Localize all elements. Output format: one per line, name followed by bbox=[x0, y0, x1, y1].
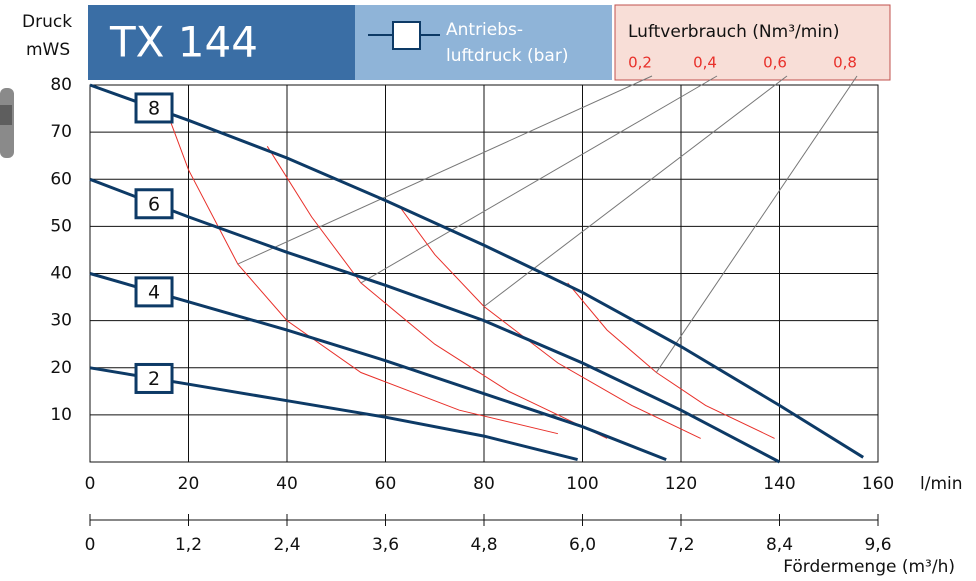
x-tick-label: 40 bbox=[276, 474, 298, 494]
legend-title: luftdruck (bar) bbox=[446, 46, 568, 66]
y-tick-label: 40 bbox=[50, 264, 72, 284]
consumption-title: Luftverbrauch (Nm³/min) bbox=[628, 22, 839, 42]
x-tick-label: 100 bbox=[566, 474, 598, 494]
y-tick-label: 80 bbox=[50, 75, 72, 95]
legend-icon bbox=[392, 21, 421, 50]
leader-line bbox=[483, 75, 788, 307]
x-tick-label: 160 bbox=[862, 474, 894, 494]
x-tick-label: 140 bbox=[763, 474, 795, 494]
consumption-label: 0,2 bbox=[628, 54, 652, 72]
series-label-box bbox=[134, 92, 174, 124]
consumption-label: 0,6 bbox=[763, 54, 787, 72]
series-label-box bbox=[134, 276, 174, 308]
y-tick-label: 30 bbox=[50, 311, 72, 331]
x2-tick-label: 8,4 bbox=[766, 535, 793, 555]
x-tick-label: 60 bbox=[375, 474, 397, 494]
y-axis-label: Druck bbox=[22, 12, 72, 32]
x-tick-label: 0 bbox=[85, 474, 96, 494]
y-tick-label: 50 bbox=[50, 216, 72, 236]
x2-tick-label: 9,6 bbox=[864, 535, 891, 555]
series-label: 8 bbox=[148, 97, 160, 119]
consumption-label: 0,4 bbox=[693, 54, 717, 72]
y-tick-label: 70 bbox=[50, 122, 72, 142]
pressure-curve bbox=[89, 272, 667, 461]
x2-axis-label: Fördermenge (m³/h) bbox=[783, 557, 955, 577]
series-label: 2 bbox=[148, 368, 160, 390]
x-tick-label: 20 bbox=[178, 474, 200, 494]
series-label: 6 bbox=[148, 193, 160, 215]
pump-icon bbox=[0, 88, 14, 158]
leader-line bbox=[655, 75, 858, 373]
x-tick-label: 80 bbox=[473, 474, 495, 494]
consumption-curve bbox=[567, 282, 775, 439]
y-tick-label: 20 bbox=[50, 358, 72, 378]
x2-tick-label: 4,8 bbox=[470, 535, 497, 555]
consumption-curve bbox=[163, 103, 559, 435]
x-tick-label: 120 bbox=[665, 474, 697, 494]
consumption-label: 0,8 bbox=[833, 54, 857, 72]
legend-title: Antriebs- bbox=[446, 20, 523, 40]
x2-tick-label: 1,2 bbox=[175, 535, 202, 555]
pressure-curve bbox=[89, 177, 781, 464]
x-axis-label: l/min bbox=[920, 474, 963, 494]
consumption-box bbox=[614, 4, 891, 81]
x2-tick-label: 0 bbox=[85, 535, 96, 555]
title-box bbox=[88, 5, 355, 80]
y-tick-label: 60 bbox=[50, 169, 72, 189]
consumption-curve bbox=[399, 207, 701, 439]
series-label: 4 bbox=[148, 281, 160, 303]
x2-tick-label: 6,0 bbox=[569, 535, 596, 555]
pressure-curve bbox=[89, 83, 864, 459]
chart-title: TX 144 bbox=[109, 18, 258, 67]
x2-tick-label: 2,4 bbox=[273, 535, 300, 555]
y-tick-label: 10 bbox=[50, 405, 72, 425]
leader-line bbox=[360, 75, 718, 284]
series-label-box bbox=[134, 362, 174, 394]
x2-tick-label: 3,6 bbox=[372, 535, 399, 555]
series-label-box bbox=[134, 188, 174, 220]
y-axis-label: mWS bbox=[26, 40, 70, 60]
leader-line bbox=[237, 75, 653, 265]
consumption-curve bbox=[266, 146, 608, 439]
x2-tick-label: 7,2 bbox=[667, 535, 694, 555]
